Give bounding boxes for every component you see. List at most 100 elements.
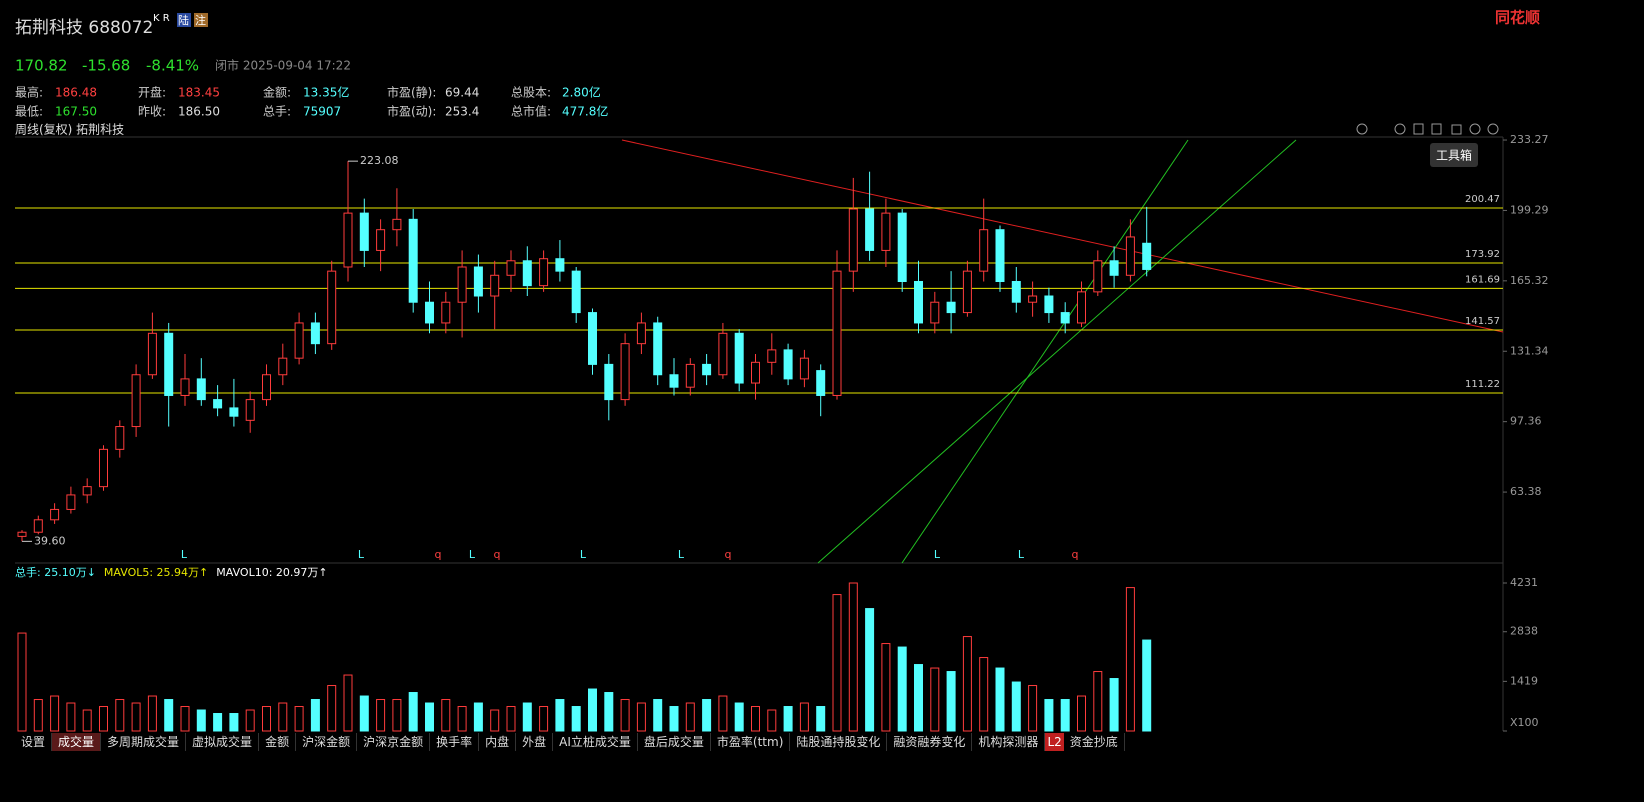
- badge: K R: [153, 13, 170, 24]
- volume-bar: [17, 632, 27, 732]
- tab-bar: 设置 成交量 多周期成交量 虚拟成交量 金额 沪深金额 沪深京金额 换手率 内盘 外盘 AI立桩成交…: [15, 733, 1125, 751]
- trend-line: [621, 139, 1504, 333]
- y-tick-label: 4231: [1510, 576, 1538, 589]
- volume-bar: [213, 713, 223, 732]
- candle-body: [164, 332, 174, 396]
- volume-bar: [962, 636, 972, 732]
- candle-body: [897, 212, 907, 283]
- badge: 注: [195, 13, 206, 27]
- tab[interactable]: 融资融券变化: [887, 733, 973, 751]
- badge-bg: [177, 13, 191, 27]
- y-tick-label: 2838: [1510, 625, 1538, 638]
- volume-bar: [848, 582, 858, 732]
- tab[interactable]: 内盘: [479, 733, 517, 751]
- stat-value: 75907: [303, 105, 341, 119]
- tab[interactable]: 外盘: [516, 733, 554, 751]
- event-marker: L: [934, 548, 941, 561]
- stat-value: 253.4: [445, 105, 479, 119]
- volume-bar: [376, 699, 386, 732]
- candle-body: [783, 349, 793, 380]
- candle-body: [946, 301, 956, 314]
- event-marker: L: [469, 548, 476, 561]
- stat-label: 开盘:: [138, 85, 166, 100]
- candle-body: [522, 260, 532, 287]
- tab[interactable]: 成交量: [52, 733, 102, 751]
- volume-bar: [522, 702, 532, 732]
- toolbar[interactable]: [1356, 123, 1499, 135]
- stat-value: 2.80亿: [562, 85, 601, 100]
- volume-bar: [1109, 678, 1119, 732]
- tab[interactable]: 沪深金额: [296, 733, 358, 751]
- candle-body: [82, 486, 92, 496]
- tab[interactable]: 沪深京金额: [357, 733, 431, 751]
- tab[interactable]: AI立桩成交量: [553, 733, 638, 751]
- y-tick-label: 97.36: [1510, 415, 1542, 428]
- tooltip: 工具箱: [1436, 148, 1472, 163]
- tab[interactable]: 虚拟成交量: [186, 733, 260, 751]
- tab[interactable]: L2: [1045, 733, 1064, 751]
- candle-body: [881, 212, 891, 251]
- volume-bar: [245, 709, 255, 732]
- candle-body: [539, 258, 549, 287]
- candle-body: [702, 363, 712, 376]
- candle-body: [245, 399, 255, 421]
- volume-bar: [1011, 681, 1021, 732]
- candle-body: [669, 374, 679, 388]
- candle-body: [799, 357, 809, 380]
- volume-bar: [359, 695, 369, 732]
- tab[interactable]: 金额: [259, 733, 297, 751]
- volume-bar: [1142, 639, 1152, 732]
- volume-bar: [930, 667, 940, 732]
- tab[interactable]: 盘后成交量: [638, 733, 711, 751]
- tab[interactable]: 设置: [15, 733, 53, 751]
- candle-body: [1077, 291, 1086, 324]
- volume-legend: MAVOL5: 25.94万↑: [104, 566, 208, 579]
- volume-bar: [180, 706, 190, 732]
- candle-body: [213, 399, 223, 409]
- stat-label: 金额:: [263, 85, 291, 100]
- volume-bar: [441, 699, 451, 732]
- volume-bar: [995, 667, 1005, 732]
- volume-bar: [1044, 699, 1054, 732]
- tab[interactable]: 市盈率(ttm): [711, 733, 791, 751]
- volume-bar: [767, 709, 777, 732]
- tab[interactable]: 换手率: [430, 733, 480, 751]
- volume-legend: MAVOL10: 20.97万↑: [216, 566, 327, 579]
- candle-body: [767, 349, 777, 363]
- candle-body: [115, 426, 125, 450]
- y-tick-label: 1419: [1510, 674, 1538, 687]
- volume-bar: [734, 702, 744, 732]
- volume-bar: [343, 674, 353, 732]
- badge: 陆: [178, 13, 189, 27]
- volume-bar: [278, 702, 288, 732]
- change-pct: -8.41%: [146, 57, 199, 75]
- volume-bar: [1125, 587, 1135, 732]
- tab[interactable]: 机构探测器: [972, 733, 1046, 751]
- stat-label: 市盈(动):: [387, 104, 436, 119]
- event-marker: q: [725, 548, 732, 561]
- candle-body: [588, 312, 597, 365]
- stat-value: 477.8亿: [562, 104, 608, 119]
- volume-bar: [392, 699, 402, 732]
- volume-bar: [1077, 695, 1086, 732]
- tab[interactable]: 资金抄底: [1064, 733, 1125, 751]
- stat-label: 总股本:: [511, 86, 551, 100]
- candle-body: [1109, 260, 1119, 276]
- volume-bar: [702, 699, 712, 732]
- level-label: 111.22: [1465, 379, 1500, 390]
- trend-line: [901, 139, 1189, 564]
- tab[interactable]: 陆股通持股变化: [790, 733, 888, 751]
- candle-body: [620, 343, 630, 401]
- candle-body: [751, 361, 760, 384]
- volume-bar: [751, 706, 760, 732]
- candle-body: [294, 322, 304, 359]
- candle-body: [376, 229, 386, 251]
- volume-bar: [147, 695, 157, 732]
- badge-bg: [194, 13, 208, 27]
- tab[interactable]: 多周期成交量: [101, 733, 187, 751]
- volume-bar: [653, 699, 663, 732]
- volume-bar: [604, 692, 614, 732]
- level-label: 141.57: [1465, 316, 1500, 327]
- candle-body: [408, 218, 418, 303]
- candle-body: [734, 332, 744, 384]
